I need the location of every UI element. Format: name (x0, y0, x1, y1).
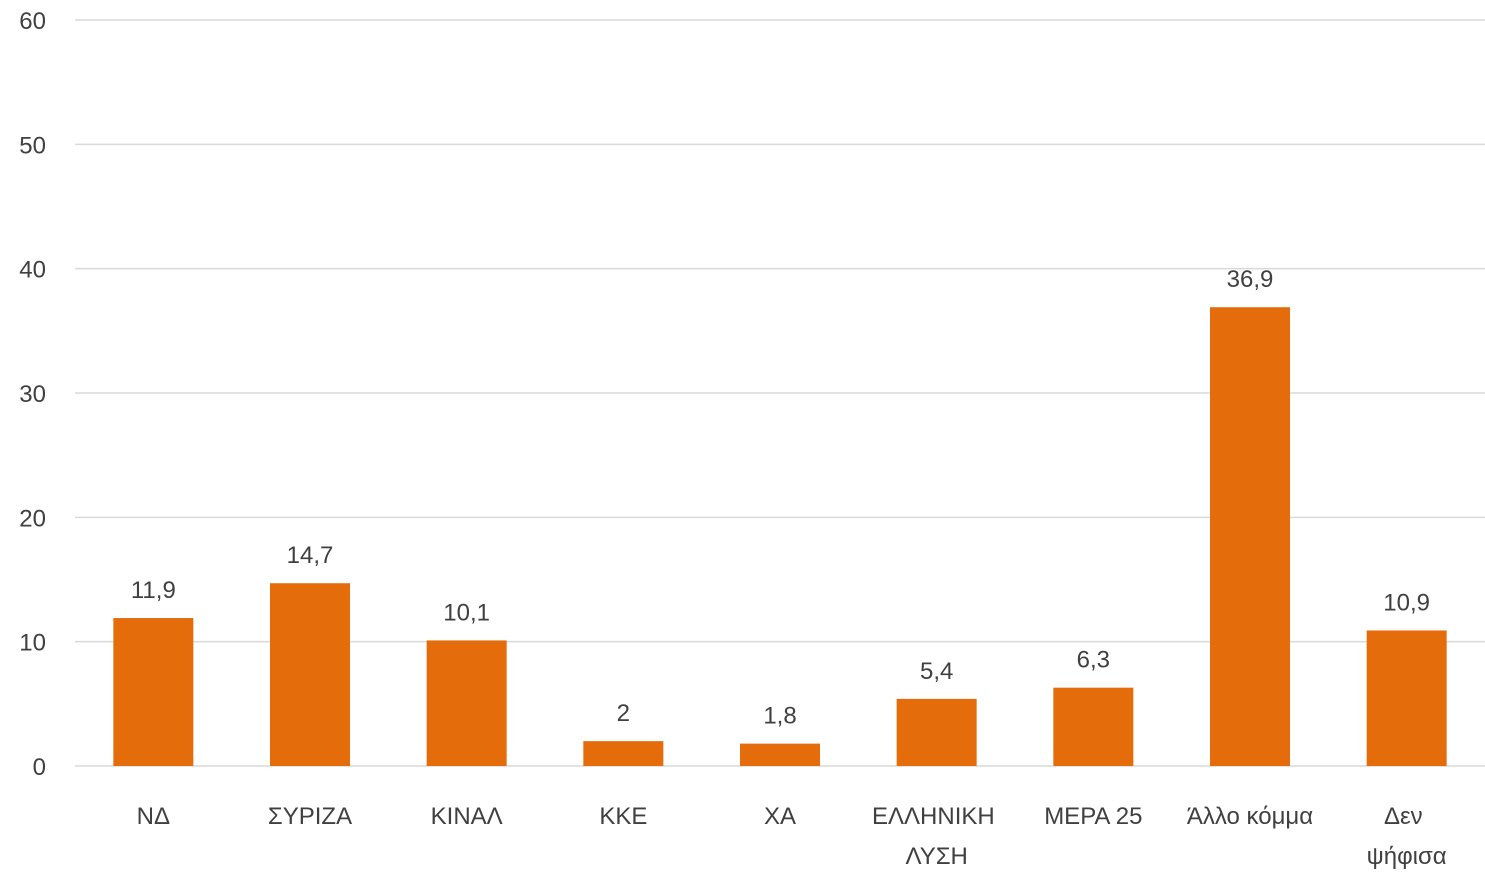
data-label: 2 (617, 700, 630, 727)
x-tick-label: ΝΔ (137, 803, 170, 830)
bar (426, 640, 507, 766)
x-tick-label: ΧΑ (764, 803, 796, 830)
x-tick-label: ΚΙΝΑΛ (431, 803, 503, 830)
label-line: ΕΛΛΗΝΙΚΗ (872, 803, 1001, 830)
x-tick-label: ΕΛΛΗΝΙΚΗ ΛΥΣΗ (872, 803, 1001, 870)
y-tick-label: 10 (19, 630, 46, 657)
bar (1366, 630, 1447, 766)
x-tick-label: ΜΕΡΑ 25 (1044, 803, 1142, 830)
bar (896, 698, 977, 766)
y-tick-label: 60 (19, 8, 46, 35)
y-tick-label: 0 (33, 754, 46, 781)
data-label: 10,1 (443, 599, 490, 626)
data-label: 14,7 (287, 542, 334, 569)
x-tick-label: ΚΚΕ (599, 803, 647, 830)
bar (583, 741, 664, 766)
x-tick-label: ΣΥΡΙΖΑ (268, 803, 352, 830)
bar (270, 583, 350, 766)
label-line: ΛΥΣΗ (905, 843, 967, 870)
data-label: 10,9 (1383, 589, 1430, 616)
data-label: 36,9 (1227, 266, 1274, 293)
bar (1053, 687, 1134, 766)
data-label: 5,4 (920, 658, 953, 685)
data-label: 1,8 (763, 703, 796, 730)
bar (1210, 307, 1290, 766)
y-tick-label: 40 (19, 257, 46, 284)
data-label: 11,9 (131, 577, 176, 604)
data-label: 6,3 (1077, 647, 1110, 674)
label-line: Δεν (1384, 803, 1429, 830)
y-tick-label: 20 (19, 505, 46, 532)
label-line: ψήφισα (1367, 843, 1447, 870)
x-tick-label: Άλλο κόμμα (1187, 803, 1313, 830)
y-tick-label: 30 (19, 381, 46, 408)
bar (113, 618, 194, 766)
y-tick-label: 50 (19, 132, 46, 159)
bar (740, 743, 820, 766)
x-tick-label: Δεν ψήφισα (1367, 803, 1447, 870)
